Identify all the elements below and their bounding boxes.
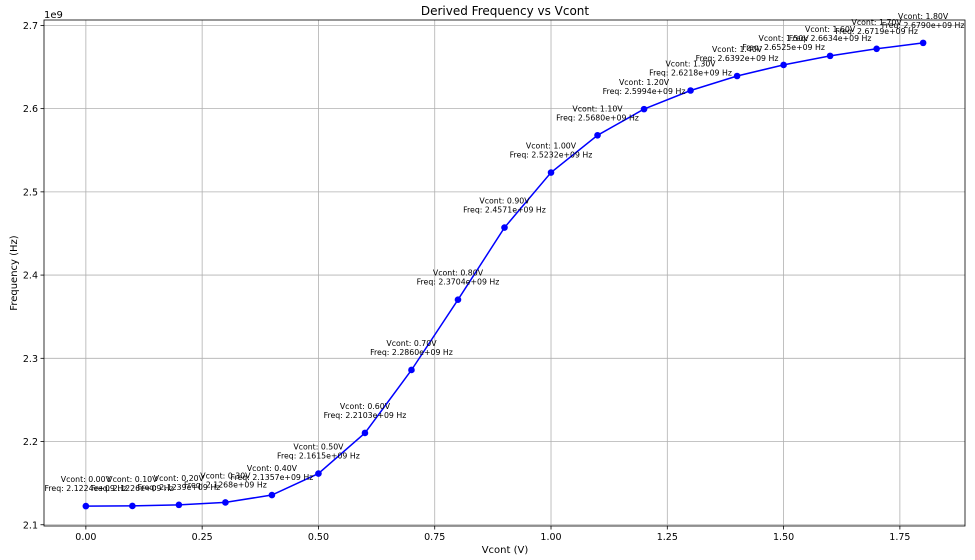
point-annotation-freq: Freq: 2.5994e+09 Hz [603, 87, 686, 96]
point-annotation-vcont: Vcont: 1.00V [526, 142, 577, 151]
x-axis-label: Vcont (V) [482, 545, 529, 556]
data-point [175, 501, 183, 509]
point-annotation-vcont: Vcont: 0.00V [61, 475, 112, 484]
data-point [687, 87, 694, 94]
axis-ticks: 0.00 0.25 0.50 0.75 1.00 1.25 1.50 1.75 2.1 2.2 2.… [23, 21, 911, 543]
point-annotation-freq: Freq: 2.6719e+09 Hz [835, 27, 918, 36]
chart-title: Derived Frequency vs Vcont [421, 4, 590, 18]
data-point [594, 131, 601, 139]
point-annotation-vcont: Vcont: 1.70V [852, 18, 903, 27]
point-annotation-vcont: Vcont: 0.30V [200, 471, 251, 480]
data-point [82, 502, 90, 510]
y-tick-label: 2.1 [23, 520, 38, 531]
point-annotation-vcont: Vcont: 0.50V [293, 443, 344, 452]
data-point [501, 224, 508, 231]
point-annotation-vcont: Vcont: 1.20V [619, 78, 670, 87]
y-tick-label: 2.4 [23, 271, 38, 282]
data-point [547, 169, 555, 176]
point-annotation-freq: Freq: 2.1268e+09 Hz [184, 480, 267, 489]
data-point [873, 45, 880, 53]
data-point [315, 470, 322, 477]
point-annotation-freq: Freq: 2.6392e+09 Hz [696, 54, 779, 63]
data-point [826, 52, 834, 60]
data-point [640, 105, 648, 113]
data-point [361, 429, 369, 437]
point-annotation-freq: Freq: 2.6218e+09 Hz [649, 68, 732, 77]
x-tick-label: 0.75 [424, 532, 445, 543]
point-annotation-vcont: Vcont: 0.80V [433, 269, 484, 278]
x-tick-label: 1.50 [773, 532, 794, 543]
point-annotation-vcont: Vcont: 1.10V [572, 104, 623, 113]
data-point [733, 72, 741, 80]
y-tick-label: 2.3 [23, 354, 38, 365]
point-annotation-freq: Freq: 2.1226e+09 Hz [91, 484, 174, 493]
point-annotation-freq: Freq: 2.1224e+09 Hz [44, 484, 127, 493]
data-point [408, 366, 415, 374]
point-annotation-vcont: Vcont: 0.70V [386, 339, 437, 348]
point-annotation-freq: Freq: 2.6525e+09 Hz [742, 43, 825, 52]
x-tick-label: 1.00 [540, 532, 561, 543]
data-point [919, 39, 927, 47]
point-annotation-vcont: Vcont: 1.50V [758, 34, 809, 43]
y-tick-label: 2.6 [23, 104, 38, 115]
point-annotation-vcont: Vcont: 1.40V [712, 45, 763, 54]
grid [44, 20, 965, 526]
point-annotation-vcont: Vcont: 0.90V [479, 197, 530, 206]
point-annotation-vcont: Vcont: 0.40V [247, 464, 298, 473]
point-annotation-vcont: Vcont: 1.30V [665, 59, 716, 68]
point-annotation-freq: Freq: 2.5232e+09 Hz [510, 151, 593, 160]
point-annotation-freq: Freq: 2.4571e+09 Hz [463, 206, 546, 215]
y-axis-label: Frequency (Hz) [9, 235, 20, 311]
y-tick-label: 2.7 [23, 21, 38, 32]
data-point [454, 296, 462, 304]
plot-frame [43, 19, 966, 527]
point-annotation-vcont: Vcont: 0.20V [154, 474, 205, 483]
point-annotation-freq: Freq: 2.5680e+09 Hz [556, 113, 639, 122]
point-annotation-freq: Freq: 2.2103e+09 Hz [324, 411, 407, 420]
point-annotation-freq: Freq: 2.6634e+09 Hz [789, 34, 872, 43]
point-annotation-vcont: Vcont: 1.80V [898, 12, 949, 21]
point-annotation-freq: Freq: 2.1239e+09 Hz [138, 483, 221, 492]
x-tick-label: 0.50 [308, 532, 329, 543]
point-annotation-freq: Freq: 2.2860e+09 Hz [370, 348, 453, 357]
data-point [268, 491, 276, 499]
point-annotation-freq: Freq: 2.6790e+09 Hz [882, 21, 965, 30]
x-tick-label: 0.25 [192, 532, 213, 543]
x-tick-label: 1.75 [889, 532, 910, 543]
data-points [82, 39, 927, 510]
y-tick-label: 2.2 [23, 437, 38, 448]
y-tick-label: 2.5 [23, 187, 38, 198]
point-annotation-freq: Freq: 2.1357e+09 Hz [231, 473, 314, 482]
point-annotation-vcont: Vcont: 0.60V [340, 402, 391, 411]
series-line-layer [85, 42, 924, 507]
data-point [222, 499, 229, 506]
point-annotation-vcont: Vcont: 1.60V [805, 25, 856, 34]
x-tick-label: 0.00 [75, 532, 96, 543]
x-tick-label: 1.25 [657, 532, 678, 543]
data-point [780, 61, 787, 69]
point-annotation-freq: Freq: 2.3704e+09 Hz [417, 278, 500, 287]
y-offset-label: 1e9 [44, 10, 63, 21]
series-line [85, 42, 924, 507]
point-annotation-vcont: Vcont: 0.10V [107, 475, 158, 484]
data-point [129, 502, 136, 510]
point-annotation-freq: Freq: 2.1615e+09 Hz [277, 452, 360, 461]
